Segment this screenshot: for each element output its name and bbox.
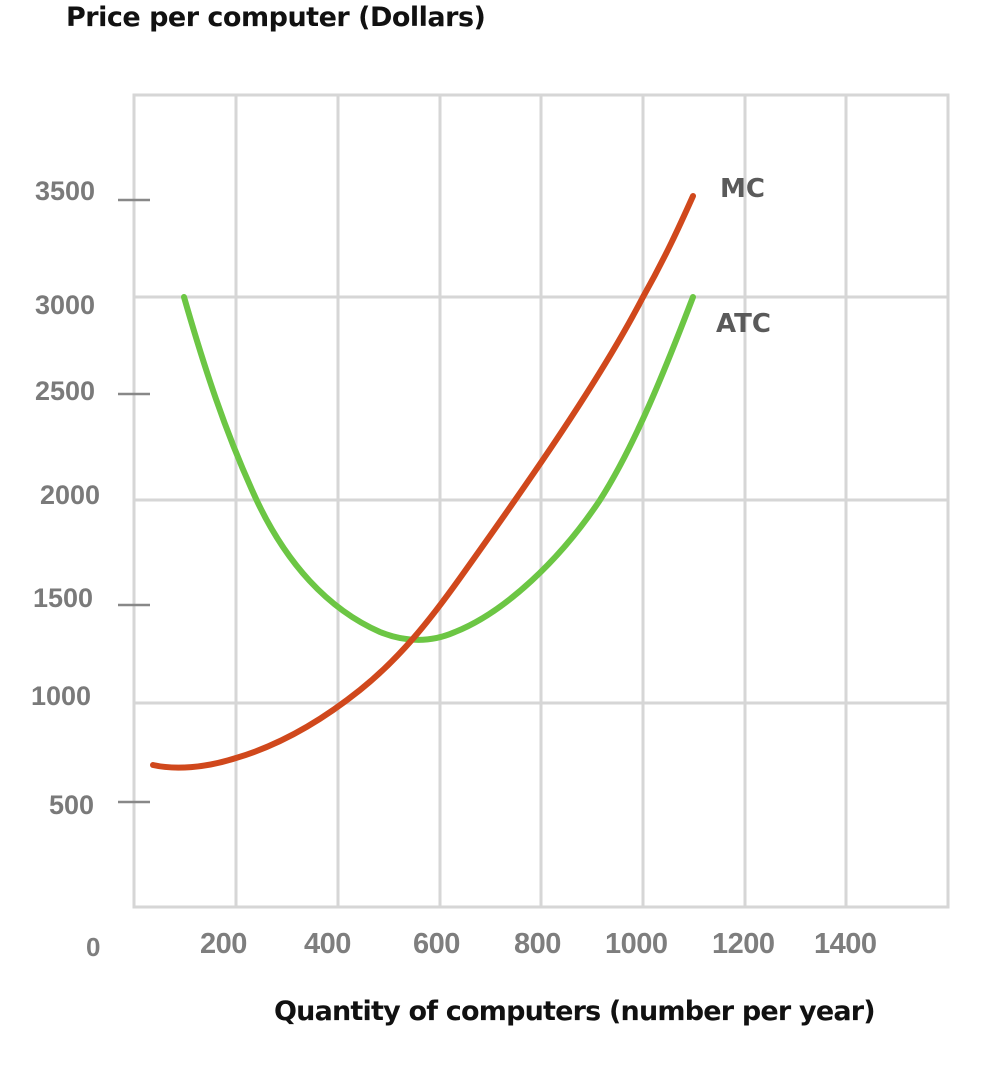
x-tick-400: 400 <box>304 928 351 960</box>
x-tick-0: 0 <box>86 932 100 962</box>
y-tick-marks <box>118 198 150 804</box>
y-tick-1500: 1500 <box>33 583 94 613</box>
x-tick-1000: 1000 <box>605 928 668 960</box>
y-tick-500: 500 <box>49 790 95 820</box>
atc-curve <box>181 294 696 643</box>
y-tick-2500: 2500 <box>35 376 96 406</box>
mc-curve <box>150 193 696 771</box>
atc-label: ATC <box>716 309 771 339</box>
y-tick-3000: 3000 <box>35 290 96 320</box>
x-tick-800: 800 <box>514 928 561 960</box>
x-tick-200: 200 <box>200 928 247 960</box>
y-axis-title: Price per computer (Dollars) <box>66 2 486 33</box>
x-tick-1400: 1400 <box>814 928 877 960</box>
x-tick-1200: 1200 <box>712 928 775 960</box>
x-axis-title: Quantity of computers (number per year) <box>274 996 876 1027</box>
x-tick-600: 600 <box>413 928 460 960</box>
mc-label: MC <box>720 174 765 204</box>
y-tick-3500: 3500 <box>35 176 96 206</box>
y-tick-2000: 2000 <box>40 480 101 510</box>
grid <box>132 93 950 909</box>
y-tick-1000: 1000 <box>31 681 92 711</box>
